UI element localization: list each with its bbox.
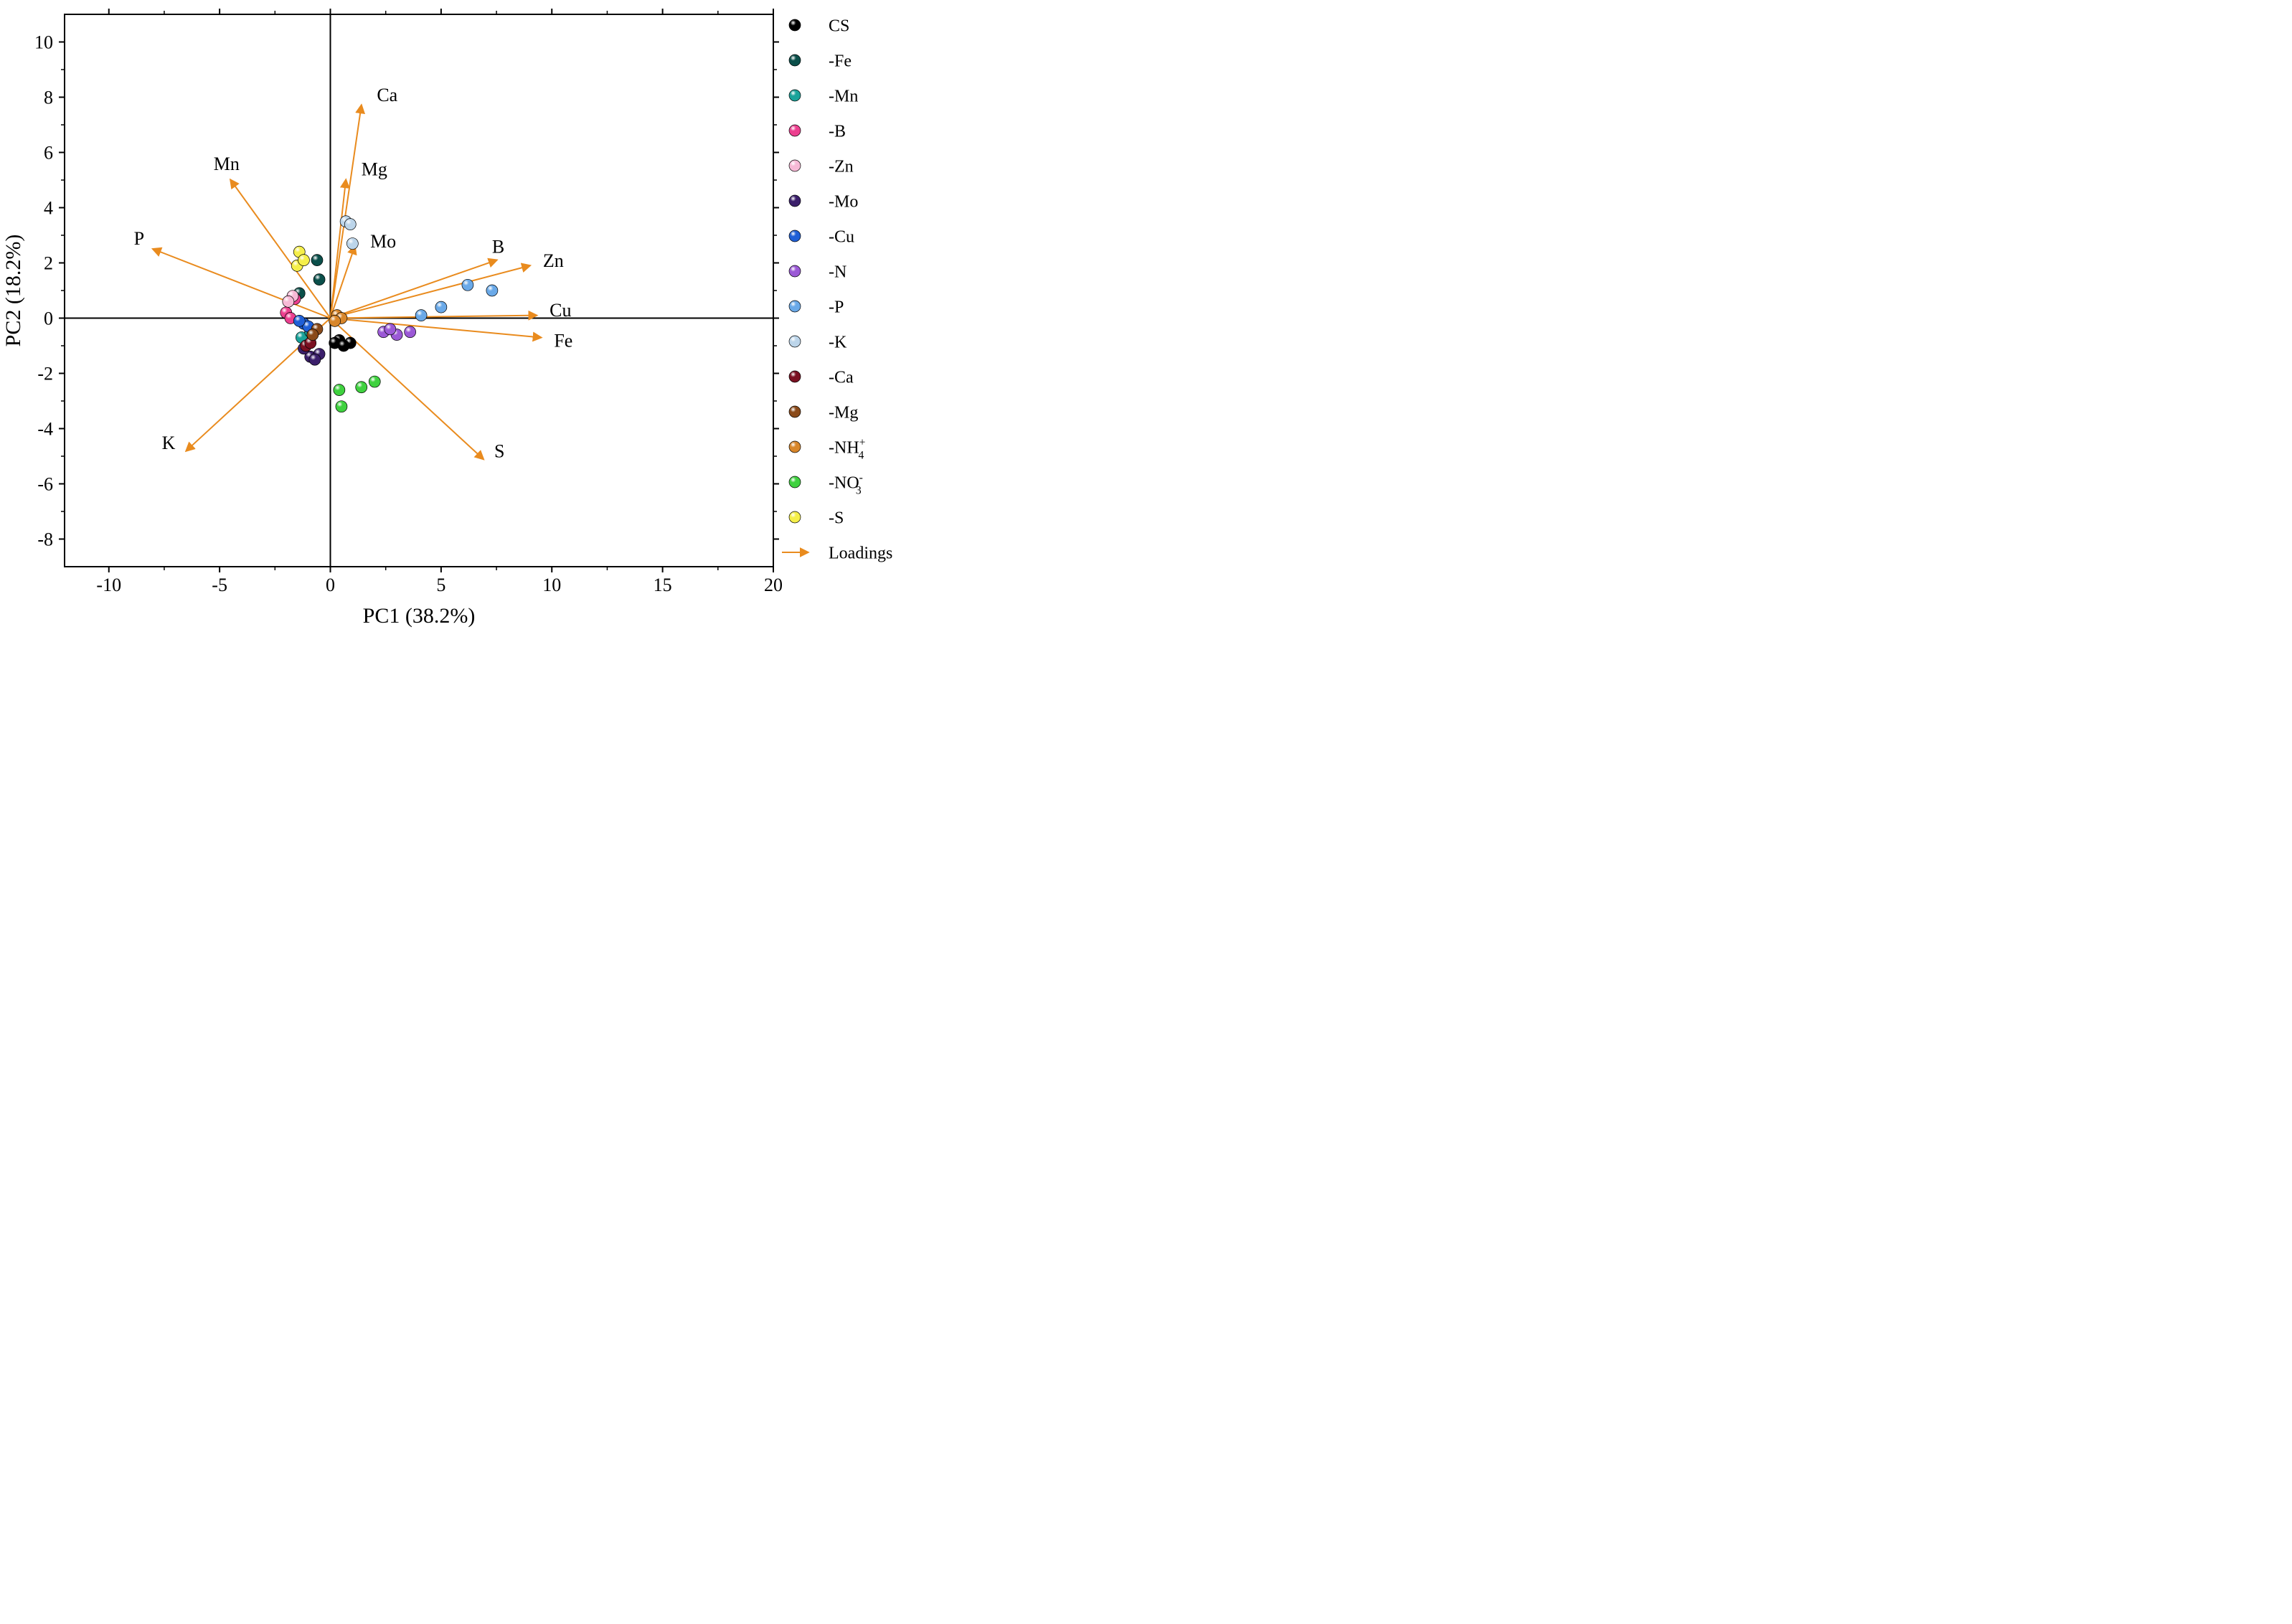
point-fe [313, 274, 325, 285]
point-k [346, 238, 358, 250]
ytick-label: 2 [44, 253, 53, 274]
point-s [298, 255, 309, 266]
xtick-label: 15 [654, 575, 672, 595]
ytick-label: 0 [44, 308, 53, 329]
point-cs [338, 340, 349, 351]
legend-label: -Mo [829, 192, 858, 211]
x-axis-label: PC1 (38.2%) [363, 604, 476, 628]
ytick-label: -2 [37, 364, 53, 384]
legend-marker [789, 19, 801, 31]
loading-label-mg: Mg [362, 159, 387, 180]
legend-label: -K [829, 333, 847, 351]
point-nh4 [329, 315, 341, 326]
legend-marker [789, 406, 801, 417]
legend-marker [789, 441, 801, 453]
point-fe [311, 255, 323, 266]
y-axis-label: PC2 (18.2%) [1, 235, 25, 347]
legend-label: -Mg [829, 403, 858, 422]
xtick-label: 5 [436, 575, 445, 595]
legend-label: -NH+4 [829, 436, 866, 461]
xtick-label: -10 [96, 575, 121, 595]
legend-marker [789, 160, 801, 171]
legend-marker [789, 125, 801, 136]
loading-label-mo: Mo [370, 231, 396, 252]
point-no3 [334, 384, 345, 396]
legend-label: -Zn [829, 157, 854, 176]
legend-label: -Ca [829, 368, 854, 387]
legend-label: -Mn [829, 87, 858, 105]
loading-label-b: B [492, 237, 504, 258]
loading-label-zn: Zn [543, 250, 564, 271]
loading-label-ca: Ca [377, 85, 397, 105]
loading-label-mn: Mn [214, 154, 240, 174]
legend-marker [789, 55, 801, 66]
legend-label: -P [829, 298, 844, 316]
point-p [415, 310, 427, 321]
point-mg [307, 329, 319, 341]
loading-label-cu: Cu [550, 300, 571, 321]
ytick-label: 10 [34, 32, 53, 53]
point-n [385, 324, 396, 335]
figure-container: -10 -5 0 5 10 15 20 -8 -6 -4 -2 0 2 4 6 8 10 PC1 (38.2%) P… [0, 0, 917, 650]
point-no3 [336, 401, 347, 412]
legend-marker [789, 336, 801, 347]
legend-marker [789, 371, 801, 382]
loading-arrow-zn [331, 265, 530, 318]
legend-marker [789, 90, 801, 101]
xtick-label: 10 [542, 575, 561, 595]
legend-label: -S [829, 509, 844, 527]
point-n [405, 326, 416, 338]
xtick-label: 20 [764, 575, 783, 595]
point-p [486, 285, 498, 296]
ytick-label: 4 [44, 198, 53, 219]
legend-marker [789, 265, 801, 277]
loading-label-s: S [494, 440, 504, 461]
point-k [344, 219, 356, 230]
loading-arrow-mn [231, 180, 331, 318]
legend-marker [789, 195, 801, 207]
legend-label: -Cu [829, 227, 854, 246]
ytick-label: -8 [37, 529, 53, 550]
legend-label: -B [829, 122, 846, 141]
legend-label: CS [829, 16, 849, 35]
legend-label: -Fe [829, 52, 852, 70]
legend-marker [789, 301, 801, 312]
ytick-label: -4 [37, 419, 53, 440]
point-p [462, 279, 473, 291]
loading-label-p: P [134, 228, 144, 249]
loading-arrow-fe [331, 318, 541, 338]
legend-marker [789, 511, 801, 523]
point-no3 [356, 382, 367, 393]
pca-biplot: -10 -5 0 5 10 15 20 -8 -6 -4 -2 0 2 4 6 8 10 PC1 (38.2%) P… [0, 0, 917, 650]
xtick-label: -5 [212, 575, 227, 595]
loading-label-k: K [162, 433, 176, 453]
loading-label-fe: Fe [554, 330, 572, 351]
point-cu [293, 315, 305, 326]
point-no3 [369, 376, 380, 387]
axes-frame [65, 14, 773, 567]
legend-marker [789, 230, 801, 242]
point-zn [283, 296, 294, 307]
legend-label: -NO-3 [829, 471, 863, 496]
point-mo [309, 354, 321, 365]
legend-marker [789, 476, 801, 488]
ytick-label: 8 [44, 88, 53, 108]
ytick-label: -6 [37, 474, 53, 495]
legend-label: Loadings [829, 544, 892, 562]
point-p [435, 301, 447, 313]
xtick-label: 0 [326, 575, 335, 595]
loading-arrow-ca [331, 105, 362, 318]
ytick-label: 6 [44, 143, 53, 164]
legend-label: -N [829, 263, 846, 281]
